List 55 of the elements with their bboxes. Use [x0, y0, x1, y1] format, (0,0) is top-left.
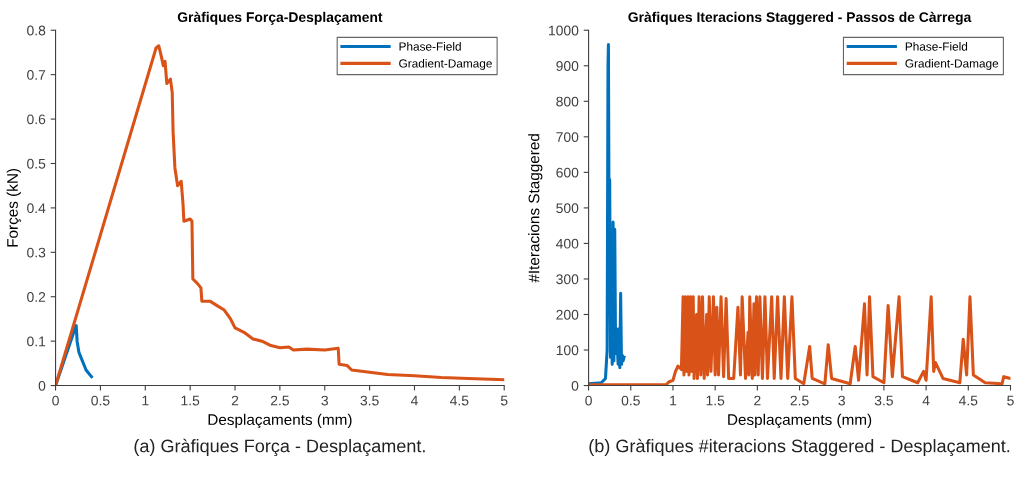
text: (b) Gràfiques #iteracions Staggered - Desplaçament.	[589, 438, 1010, 456]
x-tick-label: 0.5	[621, 395, 640, 406]
y-tick-label: 900	[556, 61, 579, 71]
line-series	[588, 42, 626, 386]
x-axis-title: Desplaçaments (mm)	[728, 413, 872, 429]
x-tick-label: 1	[142, 395, 149, 406]
y-axis-title: #Iteracions Staggered	[528, 134, 543, 283]
y-tick-label: 200	[556, 309, 579, 320]
y-tick-label: 1000	[549, 25, 579, 36]
x-tick-label: 1.5	[706, 395, 725, 406]
x-tick-label: 4	[410, 395, 418, 406]
legend-label: Gradient-Damage	[399, 58, 492, 70]
x-tick-label: 2	[754, 395, 761, 406]
y-tick-label: 0.4	[27, 203, 46, 214]
y-tick-label: 0.3	[27, 247, 46, 258]
y-axis-title: Forçes (kN)	[6, 168, 21, 247]
y-tick-label: 0.6	[27, 114, 46, 125]
y-tick-label: 0	[571, 380, 579, 391]
y-tick-label: 100	[556, 345, 579, 356]
chart-title: Gràfiques Iteracions Staggered - Passos de Càrrega	[628, 11, 972, 25]
x-tick-label: 3	[321, 395, 328, 406]
x-tick-label: 0	[585, 395, 592, 406]
y-tick-label: 500	[556, 203, 579, 214]
x-tick-label: 3	[838, 395, 845, 406]
y-tick-label: 0.1	[27, 336, 46, 347]
x-tick-label: 4.5	[450, 395, 469, 406]
legend-label: Phase-Field	[905, 42, 968, 51]
y-tick-label: 800	[556, 96, 579, 107]
y-tick-label: 600	[556, 167, 579, 178]
x-axis-title: Desplaçaments (mm)	[208, 413, 352, 429]
chart-title: Gràfiques Força-Desplaçament	[177, 11, 383, 25]
y-tick-label: 0.5	[27, 158, 46, 169]
x-tick-label: 3.5	[360, 395, 379, 406]
y-tick-label: 0.7	[27, 69, 46, 80]
x-tick-label: 5	[500, 395, 508, 406]
y-tick-label: 400	[556, 238, 579, 249]
x-tick-label: 0	[52, 395, 59, 406]
y-tick-label: 0	[38, 380, 46, 391]
x-tick-label: 4.5	[958, 395, 978, 406]
x-tick-label: 1	[670, 395, 677, 406]
text: (a) Gràfiques Força - Desplaçament.	[134, 438, 425, 456]
legend-label: Phase-Field	[399, 42, 461, 51]
x-tick-label: 2	[231, 395, 239, 406]
x-tick-label: 1.5	[181, 395, 200, 406]
x-tick-label: 3.5	[874, 395, 893, 406]
x-tick-label: 2.5	[270, 395, 289, 406]
x-tick-label: 2.5	[790, 395, 809, 406]
x-tick-label: 0.5	[91, 395, 110, 406]
x-tick-label: 4	[922, 395, 930, 406]
y-tick-label: 700	[556, 132, 579, 143]
x-tick-label: 5	[1007, 395, 1014, 406]
y-tick-label: 0.2	[27, 292, 46, 302]
y-tick-label: 300	[556, 274, 579, 285]
y-tick-label: 0.8	[27, 25, 46, 36]
legend-label: Gradient-Damage	[905, 58, 999, 70]
